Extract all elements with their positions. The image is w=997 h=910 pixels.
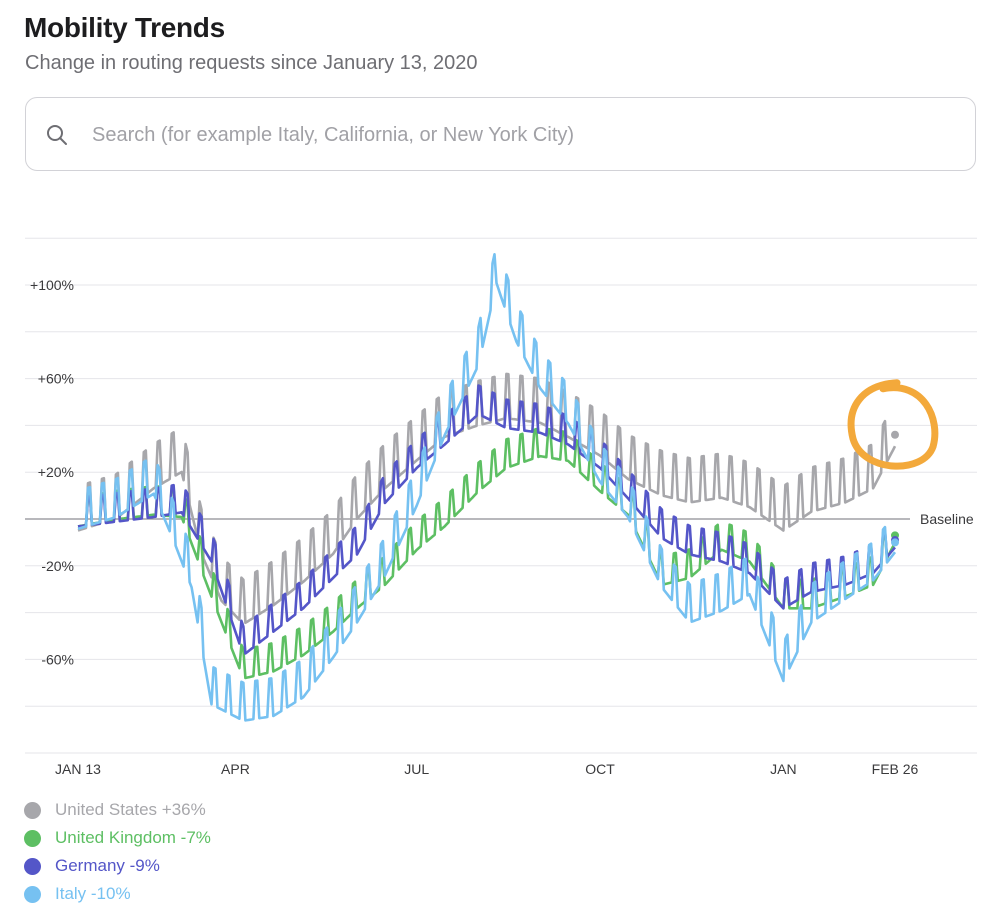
x-tick-label: JAN <box>770 761 796 777</box>
page-subtitle: Change in routing requests since January… <box>25 52 478 74</box>
x-tick-label: FEB 26 <box>872 761 919 777</box>
legend-label: United Kingdom -7% <box>55 828 211 847</box>
x-tick-label: OCT <box>585 761 615 777</box>
series-endpoint-italy <box>891 538 899 547</box>
legend-dot <box>24 857 41 875</box>
series-line-germany <box>77 384 896 655</box>
page-title: Mobility Trends <box>24 12 225 43</box>
y-tick-label: -20% <box>41 558 74 574</box>
chart-annotation <box>847 379 939 470</box>
x-axis-ticks: JAN 13 APR JUL OCT JAN FEB 26 <box>55 761 919 777</box>
mobility-chart: Baseline +100% +60% +20% -20% -60% JAN 13 APR… <box>25 237 977 777</box>
legend-label: United States +36% <box>55 800 206 819</box>
x-tick-label: APR <box>221 761 250 777</box>
y-axis-ticks: +100% +60% +20% -20% -60% <box>30 277 74 667</box>
legend-dot <box>24 829 41 847</box>
search-icon <box>47 125 67 145</box>
baseline-label: Baseline <box>920 511 974 527</box>
chart-grid: Baseline <box>25 237 977 754</box>
legend-label: Italy -10% <box>55 884 131 903</box>
annotation-circle <box>847 379 939 470</box>
y-tick-label: +20% <box>38 464 74 480</box>
y-tick-label: +100% <box>30 277 74 293</box>
legend-dot <box>24 885 41 903</box>
x-tick-label: JAN 13 <box>55 761 101 777</box>
x-tick-label: JUL <box>404 761 429 777</box>
legend-dot <box>24 801 41 819</box>
series-line-united-kingdom <box>77 427 897 680</box>
legend-label: Germany -9% <box>55 856 160 875</box>
series-endpoint-united-states <box>891 430 899 439</box>
search-input[interactable] <box>90 116 954 154</box>
chart-legend: United States +36% United Kingdom -7% Ge… <box>24 796 211 908</box>
chart-series <box>77 253 899 722</box>
legend-item-uk[interactable]: United Kingdom -7% <box>24 824 211 852</box>
search-box[interactable] <box>25 97 976 171</box>
y-tick-label: -60% <box>41 651 74 667</box>
series-line-italy <box>77 253 897 722</box>
legend-item-germany[interactable]: Germany -9% <box>24 852 211 880</box>
legend-item-us[interactable]: United States +36% <box>24 796 211 824</box>
series-line-united-states <box>77 372 897 625</box>
legend-item-italy[interactable]: Italy -10% <box>24 880 211 908</box>
y-tick-label: +60% <box>38 371 74 387</box>
